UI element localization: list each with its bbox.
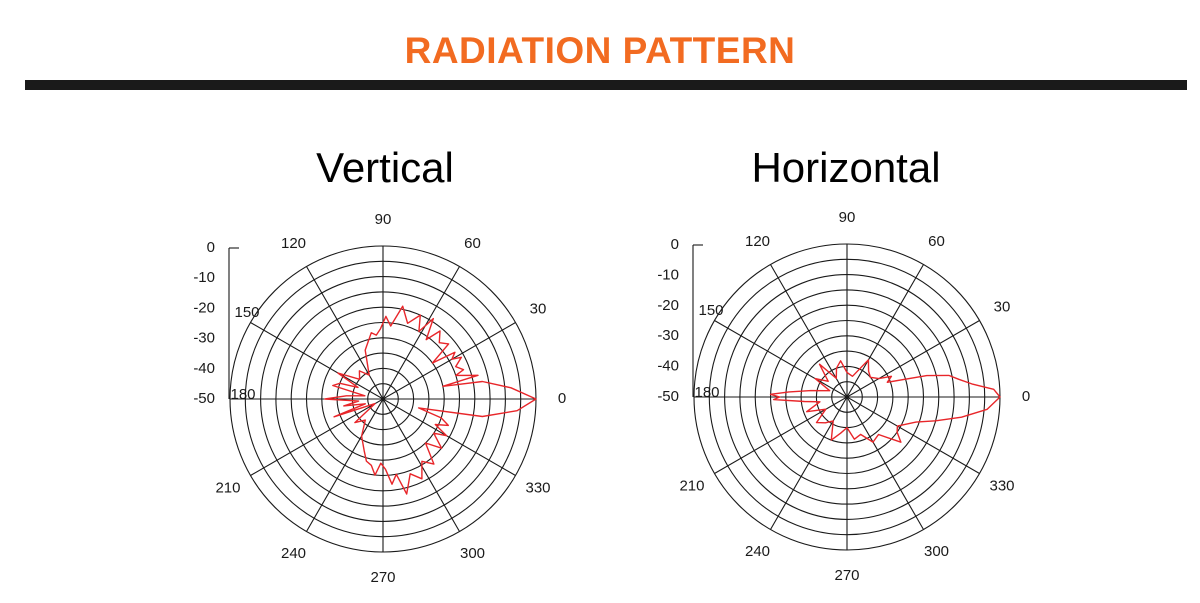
angle-tick-label: 210 bbox=[215, 479, 240, 496]
angle-tick-label: 0 bbox=[558, 390, 566, 407]
title-divider bbox=[25, 80, 1187, 90]
radial-tick-label: -20 bbox=[657, 297, 679, 314]
radial-tick-label: -10 bbox=[657, 266, 679, 283]
angle-tick-label: 240 bbox=[745, 543, 770, 560]
angle-tick-label: 240 bbox=[281, 545, 306, 562]
angle-tick-label: 300 bbox=[924, 543, 949, 560]
angle-tick-label: 210 bbox=[679, 477, 704, 494]
pattern-trace bbox=[324, 305, 537, 495]
horizontal-chart-title: Horizontal bbox=[751, 144, 941, 191]
angle-tick-label: 90 bbox=[839, 209, 856, 226]
horizontal-polar-chart: 0 30 60 90 120 150 180 210 240 270 300 330 0 -10 -20 -3… bbox=[657, 209, 1030, 584]
vertical-polar-chart: 0 30 60 90 120 150 180 210 240 270 300 330 0 -10 -20 -3… bbox=[193, 211, 566, 586]
grid-spoke bbox=[250, 322, 516, 476]
angle-tick-label: 60 bbox=[464, 235, 481, 252]
angle-tick-label: 120 bbox=[281, 235, 306, 252]
radial-tick-label: -30 bbox=[193, 330, 215, 347]
angle-tick-label: 270 bbox=[834, 567, 859, 584]
angle-tick-label: 180 bbox=[694, 384, 719, 401]
angle-tick-label: 0 bbox=[1022, 388, 1030, 405]
radial-tick-label: -50 bbox=[657, 388, 679, 405]
angle-tick-label: 30 bbox=[530, 300, 547, 317]
angle-tick-label: 180 bbox=[230, 386, 255, 403]
angle-tick-label: 330 bbox=[990, 477, 1015, 494]
angle-tick-label: 270 bbox=[370, 569, 395, 586]
angle-tick-label: 90 bbox=[375, 211, 392, 228]
angle-tick-label: 150 bbox=[234, 304, 259, 321]
angle-tick-label: 30 bbox=[994, 298, 1011, 315]
angle-tick-label: 60 bbox=[928, 233, 945, 250]
pattern-trace bbox=[769, 359, 1001, 443]
radial-tick-label: -10 bbox=[193, 269, 215, 286]
radial-tick-label: -40 bbox=[657, 358, 679, 375]
vertical-chart-title: Vertical bbox=[316, 144, 454, 191]
angle-tick-label: 300 bbox=[460, 545, 485, 562]
radial-tick-label: -50 bbox=[193, 390, 215, 407]
page-title: RADIATION PATTERN bbox=[404, 30, 796, 71]
radial-tick-label: -30 bbox=[657, 327, 679, 344]
angle-tick-label: 150 bbox=[698, 302, 723, 319]
radial-tick-label: 0 bbox=[671, 236, 679, 253]
radial-tick-label: -40 bbox=[193, 360, 215, 377]
angle-tick-label: 120 bbox=[745, 233, 770, 250]
grid-spoke bbox=[714, 320, 980, 474]
angle-tick-label: 330 bbox=[526, 479, 551, 496]
radial-tick-label: 0 bbox=[207, 239, 215, 256]
radial-tick-label: -20 bbox=[193, 299, 215, 316]
